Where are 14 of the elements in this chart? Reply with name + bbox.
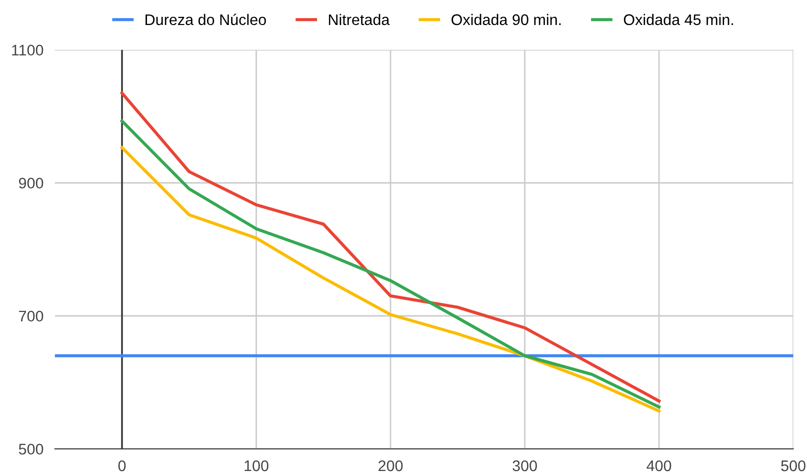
x-tick-label: 300 — [512, 460, 537, 472]
y-tick-label: 1100 — [12, 44, 44, 56]
x-tick-label: 200 — [378, 460, 403, 472]
x-tick-label: 500 — [781, 460, 806, 472]
x-tick-label: 0 — [118, 460, 126, 472]
legend-label: Nitretada — [328, 14, 390, 26]
x-tick-label: 400 — [646, 460, 672, 472]
legend-label: Oxidada 90 min. — [452, 14, 561, 26]
legend-label: Dureza do Núcleo — [146, 14, 266, 26]
y-tick-label: 500 — [18, 444, 44, 455]
y-tick-label: 900 — [18, 178, 44, 189]
x-tick-label: 100 — [244, 460, 268, 472]
legend-label: Oxidada 45 min. — [624, 14, 734, 26]
y-tick-label: 700 — [19, 310, 44, 322]
